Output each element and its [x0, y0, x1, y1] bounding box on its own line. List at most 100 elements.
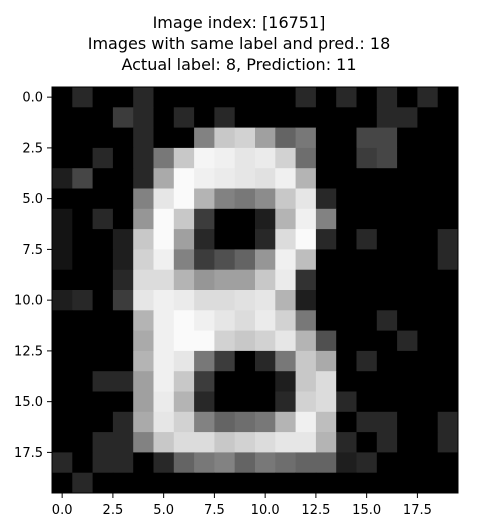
pixel-cell	[437, 87, 459, 108]
pixel-cell	[194, 147, 215, 169]
pixel-cell	[295, 391, 317, 413]
pixel-cell	[315, 147, 337, 169]
pixel-cell	[336, 452, 357, 474]
pixel-cell	[275, 330, 296, 352]
pixel-cell	[417, 472, 439, 494]
pixel-cell	[275, 168, 296, 189]
pixel-cell	[214, 350, 236, 372]
pixel-cell	[52, 269, 73, 291]
pixel-cell	[214, 290, 236, 311]
pixel-cell	[72, 290, 93, 311]
pixel-cell	[275, 371, 296, 392]
pixel-cell	[52, 208, 73, 230]
pixel-cell	[397, 472, 418, 494]
pixel-cell	[275, 411, 296, 433]
pixel-cell	[295, 411, 317, 433]
pixel-cell	[133, 330, 154, 352]
pixel-cell	[92, 432, 114, 453]
pixel-cell	[72, 229, 93, 250]
x-tick-label: 2.5	[103, 503, 124, 518]
pixel-cell	[194, 87, 215, 108]
pixel-cell	[194, 371, 215, 392]
pixel-cell	[214, 432, 236, 453]
pixel-cell	[295, 290, 317, 311]
pixel-cell	[234, 269, 256, 291]
pixel-cell	[72, 350, 93, 372]
pixel-cell	[315, 391, 337, 413]
pixel-cell	[295, 188, 317, 210]
pixel-cell	[52, 452, 73, 474]
pixel-cell	[437, 391, 459, 413]
x-tick-label: 10.0	[251, 503, 280, 518]
pixel-cell	[356, 432, 378, 453]
pixel-cell	[214, 269, 236, 291]
pixel-cell	[92, 208, 114, 230]
y-tick-label: 0.0	[22, 91, 43, 106]
pixel-cell	[315, 208, 337, 230]
pixel-cell	[295, 127, 317, 149]
pixel-cell	[214, 147, 236, 169]
pixel-cell	[153, 310, 175, 331]
pixel-cell	[417, 168, 439, 189]
pixel-cell	[356, 249, 378, 271]
pixel-cell	[133, 290, 154, 311]
pixel-cell	[295, 269, 317, 291]
pixel-cell	[92, 188, 114, 210]
pixel-cell	[112, 87, 134, 108]
pixel-cell	[52, 411, 73, 433]
pixel-cell	[153, 391, 175, 413]
pixel-cell	[234, 208, 256, 230]
pixel-cell	[437, 269, 459, 291]
pixel-cell	[376, 229, 398, 250]
y-tick-label: 7.5	[22, 243, 43, 258]
pixel-cell	[376, 147, 398, 169]
pixel-cell	[194, 310, 215, 331]
pixel-cell	[173, 87, 195, 108]
pixel-cell	[214, 391, 236, 413]
pixel-cell	[112, 452, 134, 474]
pixel-cell	[376, 411, 398, 433]
pixel-cell	[234, 432, 256, 453]
pixel-cell	[255, 229, 276, 250]
pixel-cell	[173, 452, 195, 474]
y-tick-label: 17.5	[14, 446, 43, 461]
pixel-cell	[92, 472, 114, 494]
pixel-cell	[255, 127, 276, 149]
pixel-cell	[72, 208, 93, 230]
pixel-cell	[336, 330, 357, 352]
pixel-cell	[397, 87, 418, 108]
y-tick-label: 10.0	[14, 294, 43, 309]
pixel-cell	[92, 168, 114, 189]
pixel-cell	[437, 168, 459, 189]
pixel-cell	[234, 188, 256, 210]
pixel-cell	[52, 330, 73, 352]
pixel-cell	[112, 472, 134, 494]
pixel-cell	[255, 208, 276, 230]
pixel-cell	[234, 290, 256, 311]
pixel-cell	[112, 310, 134, 331]
pixel-cell	[153, 452, 175, 474]
pixel-cell	[194, 411, 215, 433]
pixel-cell	[255, 290, 276, 311]
pixel-cell	[234, 107, 256, 128]
pixel-cell	[133, 391, 154, 413]
pixel-cell	[112, 290, 134, 311]
pixel-cell	[295, 107, 317, 128]
pixel-cell	[72, 330, 93, 352]
pixel-cell	[397, 107, 418, 128]
pixel-cell	[255, 249, 276, 271]
pixel-cell	[356, 330, 378, 352]
pixel-cell	[234, 472, 256, 494]
pixel-cell	[133, 452, 154, 474]
pixel-cell	[417, 411, 439, 433]
pixel-cell	[397, 127, 418, 149]
pixel-cell	[336, 290, 357, 311]
pixel-cell	[417, 269, 439, 291]
pixel-cell	[92, 269, 114, 291]
pixel-cell	[376, 188, 398, 210]
pixel-cell	[214, 107, 236, 128]
pixel-cell	[336, 249, 357, 271]
pixel-cell	[255, 87, 276, 108]
pixel-cell	[315, 432, 337, 453]
pixel-cell	[112, 107, 134, 128]
